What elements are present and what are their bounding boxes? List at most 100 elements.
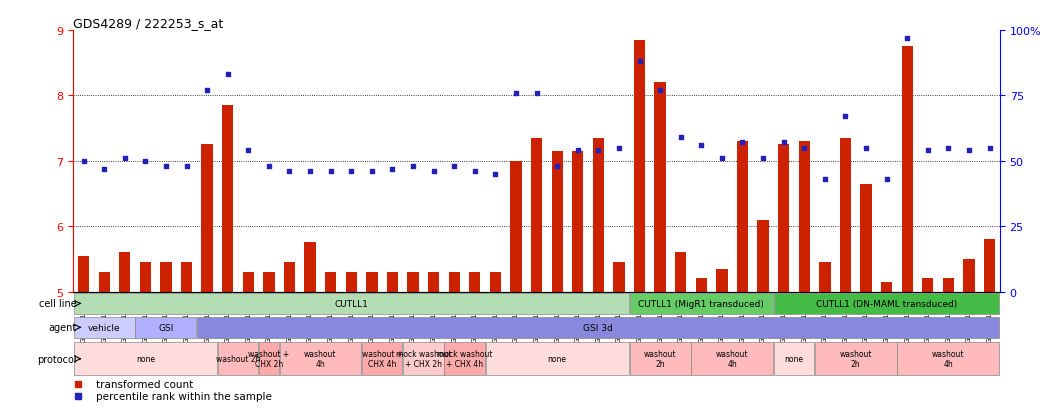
Text: agent: agent	[48, 323, 76, 332]
Point	[610, 145, 627, 152]
Text: percentile rank within the sample: percentile rank within the sample	[96, 391, 272, 401]
Text: washout
2h: washout 2h	[840, 349, 872, 368]
Point	[343, 169, 360, 175]
Point	[281, 169, 298, 175]
Text: none: none	[784, 354, 803, 363]
Text: protocol: protocol	[37, 354, 76, 364]
Point	[240, 148, 257, 154]
Bar	[280, 342, 361, 375]
Text: washout
4h: washout 4h	[304, 349, 337, 368]
Text: CUTLL1 (MigR1 transduced): CUTLL1 (MigR1 transduced)	[639, 299, 764, 308]
Bar	[774, 342, 815, 375]
Point	[878, 176, 895, 183]
Point	[755, 155, 772, 162]
Text: washout +
CHX 2h: washout + CHX 2h	[248, 349, 290, 368]
Point	[446, 163, 463, 170]
Point	[261, 163, 277, 170]
Bar	[901, 47, 913, 292]
Bar	[633, 41, 645, 292]
Bar	[444, 342, 485, 375]
Text: transformed count: transformed count	[96, 380, 194, 389]
Bar	[922, 279, 934, 292]
Point	[220, 72, 237, 78]
Bar	[897, 342, 1000, 375]
Bar	[819, 263, 830, 292]
Text: cell line: cell line	[39, 299, 76, 309]
Point	[178, 163, 195, 170]
Point	[899, 36, 916, 42]
Point	[961, 148, 978, 154]
Text: washout 2h: washout 2h	[216, 354, 261, 363]
Bar	[774, 294, 1000, 314]
Point	[363, 169, 380, 175]
Bar	[77, 256, 89, 292]
Bar	[73, 294, 629, 314]
Bar	[942, 279, 954, 292]
Bar	[490, 272, 502, 292]
Text: washout +
CHX 4h: washout + CHX 4h	[361, 349, 403, 368]
Bar	[325, 272, 336, 292]
Point	[529, 90, 545, 97]
Bar	[139, 263, 151, 292]
Point	[817, 176, 833, 183]
Bar	[963, 259, 975, 292]
Bar	[552, 152, 563, 292]
Bar	[366, 272, 378, 292]
Bar	[469, 272, 481, 292]
Bar	[629, 294, 773, 314]
Point	[425, 169, 442, 175]
Text: CUTLL1: CUTLL1	[334, 299, 369, 308]
Bar	[135, 317, 197, 338]
Bar	[531, 139, 542, 292]
Bar	[160, 263, 172, 292]
Bar	[716, 269, 728, 292]
Point	[570, 148, 586, 154]
Bar	[284, 263, 295, 292]
Point	[322, 169, 339, 175]
Text: vehicle: vehicle	[88, 323, 120, 332]
Bar	[428, 272, 440, 292]
Bar	[614, 263, 625, 292]
Point	[116, 155, 133, 162]
Point	[838, 114, 854, 120]
Text: washout
4h: washout 4h	[716, 349, 749, 368]
Point	[137, 158, 154, 165]
Point	[384, 166, 401, 173]
Point	[158, 163, 175, 170]
Text: GSI 3d: GSI 3d	[583, 323, 614, 332]
Text: GSI: GSI	[158, 323, 174, 332]
Bar	[654, 83, 666, 292]
Bar	[840, 139, 851, 292]
Bar	[572, 152, 583, 292]
Point	[776, 140, 793, 147]
Bar	[386, 272, 398, 292]
Point	[857, 145, 874, 152]
Bar	[222, 106, 233, 292]
Bar	[346, 272, 357, 292]
Bar	[263, 272, 274, 292]
Text: mock washout
+ CHX 2h: mock washout + CHX 2h	[396, 349, 451, 368]
Point	[981, 145, 998, 152]
Point	[919, 148, 936, 154]
Bar	[486, 342, 629, 375]
Point	[796, 145, 812, 152]
Bar	[778, 145, 789, 292]
Point	[487, 171, 504, 178]
Bar	[403, 342, 444, 375]
Bar	[243, 272, 254, 292]
Text: mock washout
+ CHX 4h: mock washout + CHX 4h	[437, 349, 492, 368]
Point	[672, 135, 689, 141]
Bar	[510, 161, 521, 292]
Bar	[757, 220, 768, 292]
Point	[508, 90, 525, 97]
Bar	[362, 342, 402, 375]
Bar	[181, 263, 193, 292]
Point	[199, 88, 216, 94]
Text: washout
2h: washout 2h	[644, 349, 676, 368]
Bar	[691, 342, 773, 375]
Bar	[259, 342, 279, 375]
Bar	[984, 240, 996, 292]
Point	[96, 166, 113, 173]
Bar	[629, 342, 691, 375]
Bar	[737, 142, 749, 292]
